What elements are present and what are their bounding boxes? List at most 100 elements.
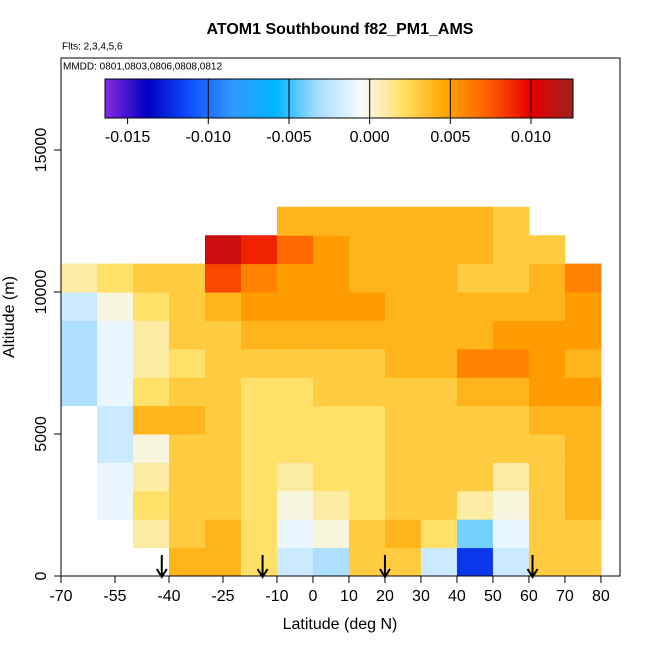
heatmap-cell <box>420 462 458 492</box>
heatmap-cell <box>384 462 422 492</box>
heatmap-cell <box>384 490 422 520</box>
heatmap-cell <box>564 377 602 407</box>
heatmap-cell <box>168 348 206 378</box>
heatmap-cell <box>564 490 602 520</box>
heatmap-cell <box>168 292 206 321</box>
heatmap-cell <box>348 206 386 236</box>
heatmap-cell <box>276 490 314 520</box>
heatmap-cell <box>348 377 386 407</box>
x-tick-label: 10 <box>340 588 358 605</box>
heatmap-cell <box>564 405 602 435</box>
x-tick-label: -10 <box>265 588 288 605</box>
heatmap-cell <box>348 490 386 520</box>
heatmap-cell <box>420 235 458 265</box>
x-axis-label: Latitude (deg N) <box>283 616 398 633</box>
heatmap-cell <box>384 348 422 378</box>
heatmap-cell <box>312 292 350 321</box>
flight-arrow <box>155 555 168 579</box>
heatmap-cell <box>492 348 530 378</box>
heatmap-cell <box>312 434 350 463</box>
heatmap-cell <box>456 547 494 577</box>
heatmap-cell <box>96 263 134 293</box>
heatmap-cell <box>61 263 98 293</box>
x-tick-label: 20 <box>376 588 394 605</box>
heatmap-cell <box>456 490 494 520</box>
heatmap-cell <box>168 377 206 407</box>
heatmap-cell <box>420 263 458 293</box>
heatmap-cell <box>528 292 566 321</box>
heatmap-cell <box>312 547 350 577</box>
x-tick-label: 60 <box>520 588 538 605</box>
x-tick-label: 50 <box>484 588 502 605</box>
x-tick-label: 0 <box>309 588 318 605</box>
heatmap-cell <box>132 462 170 492</box>
colorbar-tick-label: -0.010 <box>186 129 231 146</box>
heatmap-cell <box>348 348 386 378</box>
colorbar-tick-label: -0.015 <box>105 129 150 146</box>
heatmap-cell <box>240 292 278 321</box>
heatmap-cell <box>276 519 314 549</box>
heatmap-cell <box>420 377 458 407</box>
heatmap-cell <box>132 348 170 378</box>
colorbar <box>104 78 574 119</box>
heatmap-cell <box>492 206 530 236</box>
y-axis-label: Altitude (m) <box>1 276 18 358</box>
heatmap-cell <box>312 348 350 378</box>
heatmap-cell <box>240 519 278 549</box>
heatmap-cell <box>348 320 386 350</box>
heatmap-cell <box>132 434 170 463</box>
heatmap-cell <box>528 263 566 293</box>
heatmap-cell <box>420 292 458 321</box>
heatmap-cell <box>456 434 494 463</box>
heatmap-cell <box>456 206 494 236</box>
heatmap-cell <box>312 235 350 265</box>
heatmap-cell <box>348 292 386 321</box>
heatmap-cell <box>492 263 530 293</box>
heatmap-cell <box>348 462 386 492</box>
heatmap-cell <box>312 263 350 293</box>
heatmap-cell <box>384 263 422 293</box>
dates-label: MMDD: 0801,0803,0806,0808,0812 <box>63 62 222 73</box>
heatmap-cell <box>168 547 206 577</box>
heatmap-cell <box>492 490 530 520</box>
heatmap-cell <box>204 434 242 463</box>
heatmap-cell <box>276 292 314 321</box>
heatmap-cell <box>96 292 134 321</box>
heatmap-cell <box>276 434 314 463</box>
heatmap-cell <box>456 405 494 435</box>
heatmap-cell <box>276 547 314 577</box>
heatmap-cell <box>492 405 530 435</box>
heatmap-cell <box>528 519 566 549</box>
x-tick-label: -25 <box>211 588 234 605</box>
heatmap-cell <box>348 519 386 549</box>
heatmap-cell <box>420 405 458 435</box>
heatmap-cell <box>240 377 278 407</box>
heatmap-cell <box>204 490 242 520</box>
heatmap-cell <box>61 320 98 350</box>
heatmap-cell <box>564 547 602 577</box>
heatmap-cell <box>420 206 458 236</box>
heatmap-cell <box>240 348 278 378</box>
heatmap-cell <box>204 377 242 407</box>
heatmap-cell <box>384 320 422 350</box>
heatmap-cell <box>168 462 206 492</box>
heatmap-cell <box>420 547 458 577</box>
flight-arrow <box>526 555 539 579</box>
y-tick-label: 10000 <box>33 270 50 315</box>
heatmap-cell <box>456 292 494 321</box>
x-tick-label: 30 <box>412 588 430 605</box>
heatmap-cell <box>312 405 350 435</box>
y-tick-label: 0 <box>33 571 50 580</box>
heatmap-cell <box>492 292 530 321</box>
heatmap-cell <box>61 377 98 407</box>
x-tick-label: 70 <box>556 588 574 605</box>
heatmap-cell <box>132 320 170 350</box>
heatmap-cell <box>96 348 134 378</box>
heatmap-cell <box>528 377 566 407</box>
colorbar-tick-label: 0.005 <box>430 129 470 146</box>
heatmap-cell <box>528 405 566 435</box>
heatmap-cell <box>204 547 242 577</box>
heatmap-cell <box>348 434 386 463</box>
heatmap-cell <box>240 434 278 463</box>
